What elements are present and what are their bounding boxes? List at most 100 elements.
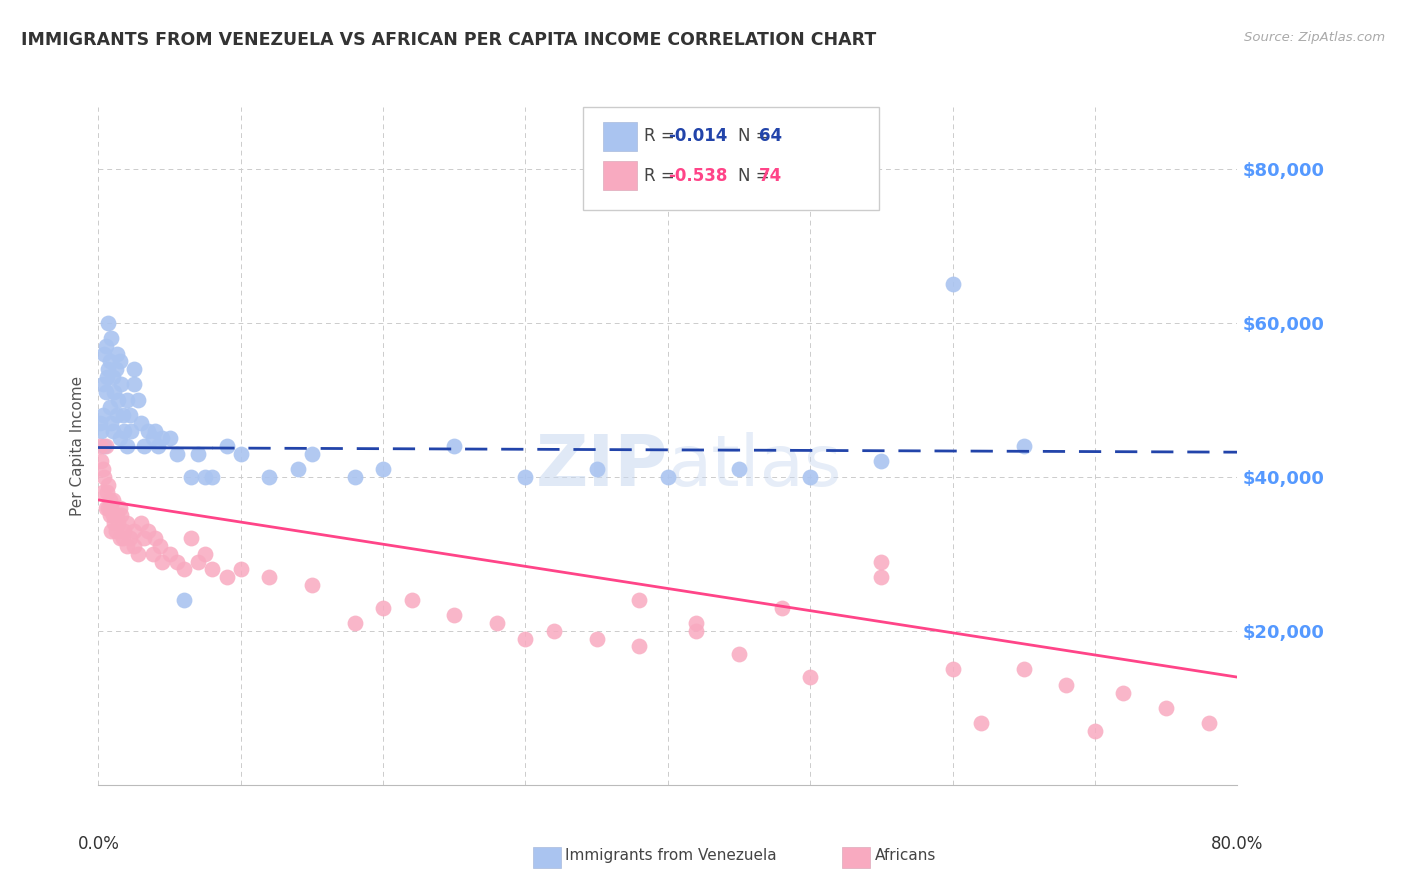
Point	[101, 508, 124, 523]
Point	[103, 385, 125, 400]
Point	[145, 424, 167, 438]
Point	[89, 416, 111, 430]
Point	[98, 492, 121, 507]
Point	[90, 424, 112, 438]
Point	[152, 431, 174, 445]
Point	[105, 346, 128, 360]
Point	[685, 616, 707, 631]
Point	[215, 570, 238, 584]
Text: IMMIGRANTS FROM VENEZUELA VS AFRICAN PER CAPITA INCOME CORRELATION CHART: IMMIGRANTS FROM VENEZUELA VS AFRICAN PER…	[21, 31, 876, 49]
Point	[89, 439, 111, 453]
Point	[94, 339, 117, 353]
Point	[127, 392, 149, 407]
Point	[96, 369, 118, 384]
Point	[145, 532, 167, 546]
Point	[180, 470, 202, 484]
Point	[1056, 678, 1078, 692]
Point	[97, 362, 120, 376]
Point	[870, 555, 893, 569]
Point	[443, 439, 465, 453]
Point	[97, 477, 120, 491]
Point	[1012, 439, 1035, 453]
Point	[799, 470, 821, 484]
Point	[111, 408, 134, 422]
Point	[107, 516, 129, 530]
Point	[799, 670, 821, 684]
Point	[173, 562, 195, 576]
Y-axis label: Per Capita Income: Per Capita Income	[70, 376, 86, 516]
Point	[112, 424, 135, 438]
Point	[194, 470, 217, 484]
Point	[201, 470, 224, 484]
Point	[107, 392, 129, 407]
Point	[111, 532, 134, 546]
Point	[115, 439, 138, 453]
Text: N =: N =	[738, 167, 775, 185]
Point	[136, 424, 159, 438]
Point	[1112, 685, 1135, 699]
Point	[1084, 724, 1107, 739]
Point	[657, 470, 679, 484]
Point	[515, 470, 537, 484]
Point	[770, 600, 793, 615]
Text: -0.014: -0.014	[668, 128, 727, 145]
Point	[373, 600, 395, 615]
Point	[115, 516, 138, 530]
Point	[129, 416, 152, 430]
Point	[1154, 701, 1177, 715]
Point	[91, 462, 114, 476]
Point	[942, 662, 965, 676]
Point	[100, 500, 122, 515]
Point	[585, 462, 607, 476]
Point	[152, 555, 174, 569]
Point	[122, 524, 145, 538]
Text: atlas: atlas	[668, 432, 842, 500]
Point	[259, 570, 281, 584]
Point	[301, 447, 323, 461]
Point	[105, 408, 128, 422]
Point	[870, 454, 893, 468]
Point	[486, 616, 509, 631]
Point	[870, 570, 893, 584]
Point	[108, 500, 131, 515]
Point	[112, 524, 135, 538]
Point	[515, 632, 537, 646]
Point	[180, 532, 202, 546]
Point	[194, 547, 217, 561]
Point	[343, 470, 366, 484]
Point	[443, 608, 465, 623]
Point	[115, 392, 138, 407]
Point	[149, 539, 172, 553]
Point	[91, 377, 114, 392]
Point	[585, 632, 607, 646]
Text: 80.0%: 80.0%	[1211, 835, 1264, 853]
Point	[728, 647, 751, 661]
Point	[136, 524, 159, 538]
Point	[942, 277, 965, 292]
Point	[685, 624, 707, 638]
Point	[108, 532, 131, 546]
Point	[215, 439, 238, 453]
Point	[94, 500, 117, 515]
Point	[970, 716, 993, 731]
Text: 0.0%: 0.0%	[77, 835, 120, 853]
Point	[166, 447, 188, 461]
Point	[90, 454, 112, 468]
Text: -0.538: -0.538	[668, 167, 727, 185]
Point	[101, 492, 124, 507]
Point	[259, 470, 281, 484]
Point	[166, 555, 188, 569]
Point	[98, 401, 121, 415]
Point	[115, 539, 138, 553]
Point	[100, 331, 122, 345]
Point	[301, 577, 323, 591]
Point	[628, 593, 651, 607]
Text: Africans: Africans	[875, 848, 936, 863]
Text: 74: 74	[759, 167, 783, 185]
Point	[141, 547, 163, 561]
Point	[141, 431, 163, 445]
Point	[159, 547, 181, 561]
Point	[343, 616, 366, 631]
Point	[1012, 662, 1035, 676]
Point	[91, 485, 114, 500]
